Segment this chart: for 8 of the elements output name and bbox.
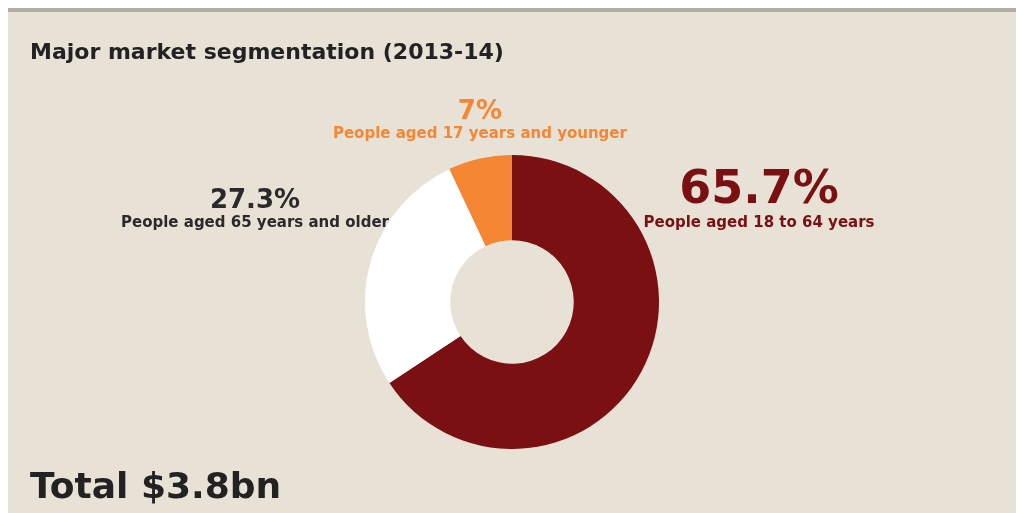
data-label: 27.3% xyxy=(209,183,301,214)
data-label: 65.7% xyxy=(679,159,839,214)
slice-label: People aged 18 to 64 years xyxy=(643,213,875,232)
chart-title: Major market segmentation (2013-14) xyxy=(30,38,504,64)
slice-label: People aged 65 years and older xyxy=(121,213,390,232)
slice-label: People aged 17 years and younger xyxy=(332,124,628,143)
text: Total $3.8bn xyxy=(30,465,282,507)
data-label: 7% xyxy=(457,94,503,125)
